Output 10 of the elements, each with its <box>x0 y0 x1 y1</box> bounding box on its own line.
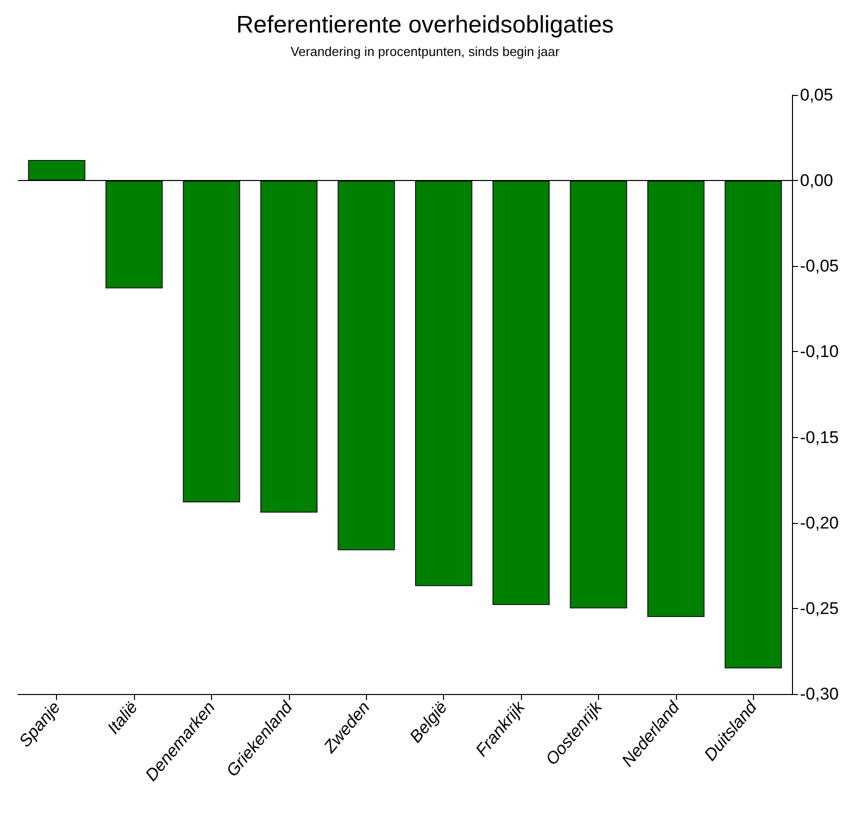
y-tick-label: -0,10 <box>800 342 839 362</box>
y-tick-label: -0,20 <box>800 513 839 532</box>
y-tick-label: -0,05 <box>800 256 839 276</box>
y-tick-label: -0,30 <box>800 684 839 704</box>
chart-subtitle: Verandering in procentpunten, sinds begin jaar <box>290 44 560 59</box>
y-tick-label: 0,05 <box>800 86 834 104</box>
y-tick-label: -0,15 <box>800 428 839 447</box>
chart-title: Referentierente overheidsobligaties <box>236 12 614 38</box>
y-tick-label: -0,25 <box>800 598 839 618</box>
y-tick-label: 0,00 <box>800 171 834 190</box>
